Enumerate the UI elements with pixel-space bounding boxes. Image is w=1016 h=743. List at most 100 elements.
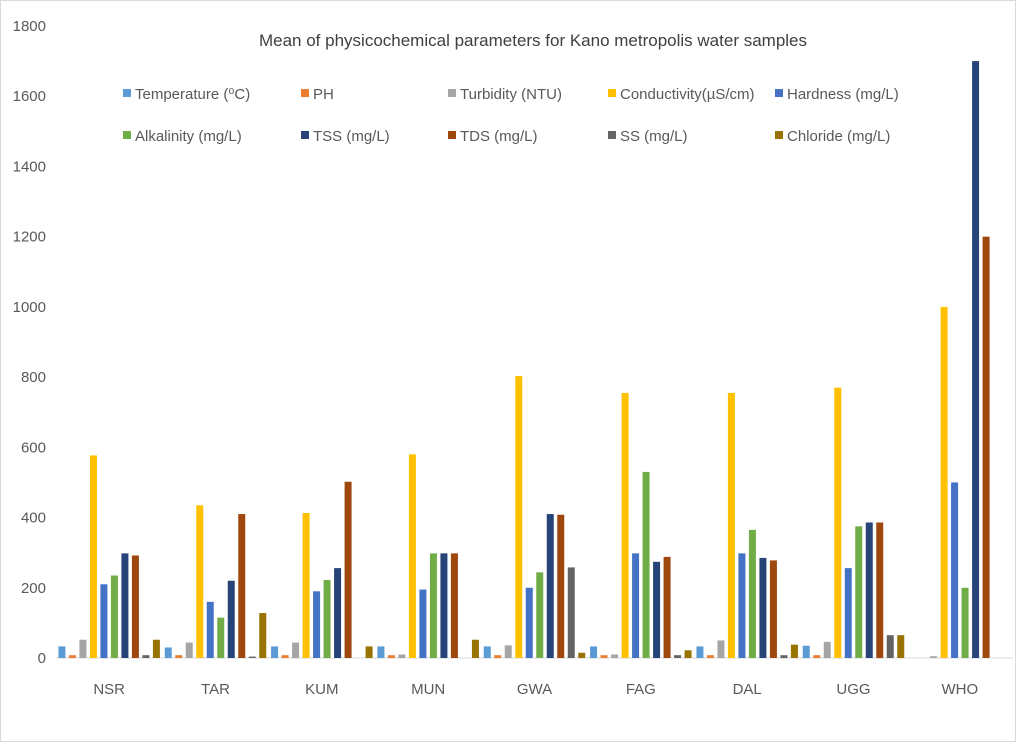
bar xyxy=(727,392,735,658)
bar xyxy=(152,639,160,658)
legend-label: Alkalinity (mg/L) xyxy=(135,128,242,145)
bar xyxy=(429,553,437,658)
y-tick-label: 1600 xyxy=(13,88,46,105)
bar xyxy=(865,522,873,658)
legend-swatch xyxy=(448,89,456,97)
bar xyxy=(121,553,129,658)
bar xyxy=(206,601,214,658)
bar xyxy=(419,589,427,658)
legend-label: Temperature (⁰C) xyxy=(135,86,250,103)
bar xyxy=(100,584,108,658)
legend-label: TDS (mg/L) xyxy=(460,128,538,145)
legend-swatch xyxy=(448,131,456,139)
x-tick-label: MUN xyxy=(411,681,445,698)
bar xyxy=(578,652,586,658)
bar xyxy=(590,646,598,658)
y-tick-label: 1400 xyxy=(13,158,46,175)
legend-swatch xyxy=(123,131,131,139)
bar xyxy=(802,645,810,658)
bar xyxy=(717,640,725,658)
x-axis-ticks: NSR TAR KUM MUN GWA FAG DAL UGG WHO xyxy=(93,681,978,698)
bar xyxy=(706,655,714,658)
legend-swatch xyxy=(123,89,131,97)
bar xyxy=(238,514,246,658)
y-tick-label: 1000 xyxy=(13,299,46,316)
bar xyxy=(855,526,863,658)
bar xyxy=(185,642,193,658)
bar xyxy=(248,656,256,658)
bar xyxy=(164,647,172,658)
bar xyxy=(68,655,76,658)
bar xyxy=(696,646,704,658)
bar xyxy=(525,587,533,658)
bar xyxy=(663,556,671,658)
x-tick-label: NSR xyxy=(93,681,125,698)
bar xyxy=(886,635,894,658)
bar xyxy=(131,555,139,658)
bar xyxy=(876,522,884,658)
bar xyxy=(844,568,852,658)
bar xyxy=(196,505,204,658)
bar xyxy=(611,654,619,658)
y-tick-label: 200 xyxy=(21,580,46,597)
bar xyxy=(365,646,373,658)
bar xyxy=(897,635,905,658)
bar xyxy=(982,236,990,659)
bar xyxy=(972,61,980,659)
x-tick-label: GWA xyxy=(517,681,552,698)
x-tick-label: KUM xyxy=(305,681,338,698)
bars-group xyxy=(58,61,990,659)
y-tick-label: 1800 xyxy=(13,18,46,35)
bar xyxy=(536,572,544,658)
legend-label: PH xyxy=(313,86,334,103)
bar xyxy=(217,617,225,658)
bar xyxy=(89,455,97,658)
legend-label: Chloride (mg/L) xyxy=(787,128,890,145)
bar xyxy=(684,650,692,658)
bar xyxy=(227,580,235,658)
bar xyxy=(313,591,321,658)
bar xyxy=(674,655,682,658)
bar xyxy=(951,482,959,658)
bar xyxy=(546,514,554,658)
bar xyxy=(769,560,777,658)
y-tick-label: 600 xyxy=(21,439,46,456)
bar xyxy=(930,656,938,658)
bar xyxy=(471,639,479,658)
bar xyxy=(834,387,842,658)
bar xyxy=(813,655,821,658)
bar xyxy=(323,580,331,658)
bar xyxy=(621,392,629,658)
legend-swatch xyxy=(608,89,616,97)
legend-label: TSS (mg/L) xyxy=(313,128,390,145)
x-tick-label: WHO xyxy=(941,681,978,698)
y-tick-label: 800 xyxy=(21,369,46,386)
bar xyxy=(398,654,406,658)
legend-swatch xyxy=(301,131,309,139)
bar xyxy=(387,655,395,658)
bar xyxy=(515,376,523,658)
bar xyxy=(642,471,650,658)
bar xyxy=(494,655,502,658)
bar xyxy=(377,646,385,658)
legend-label: SS (mg/L) xyxy=(620,128,688,145)
legend-swatch xyxy=(608,131,616,139)
bar xyxy=(281,655,289,658)
bar xyxy=(567,567,575,658)
bar xyxy=(790,644,798,658)
y-axis-ticks: 0 200 400 600 800 1000 1200 1400 1600 1800 xyxy=(13,18,46,667)
bar xyxy=(334,568,342,658)
bar xyxy=(450,553,458,658)
bar xyxy=(504,645,512,658)
chart-title: Mean of physicochemical parameters for K… xyxy=(259,31,807,50)
bar xyxy=(344,481,352,658)
bar xyxy=(175,655,183,658)
legend-swatch xyxy=(775,89,783,97)
bar xyxy=(632,553,640,658)
bar xyxy=(748,529,756,658)
x-tick-label: DAL xyxy=(733,681,762,698)
x-tick-label: UGG xyxy=(836,681,870,698)
legend-label: Conductivity(µS/cm) xyxy=(620,86,755,103)
y-tick-label: 1200 xyxy=(13,229,46,246)
